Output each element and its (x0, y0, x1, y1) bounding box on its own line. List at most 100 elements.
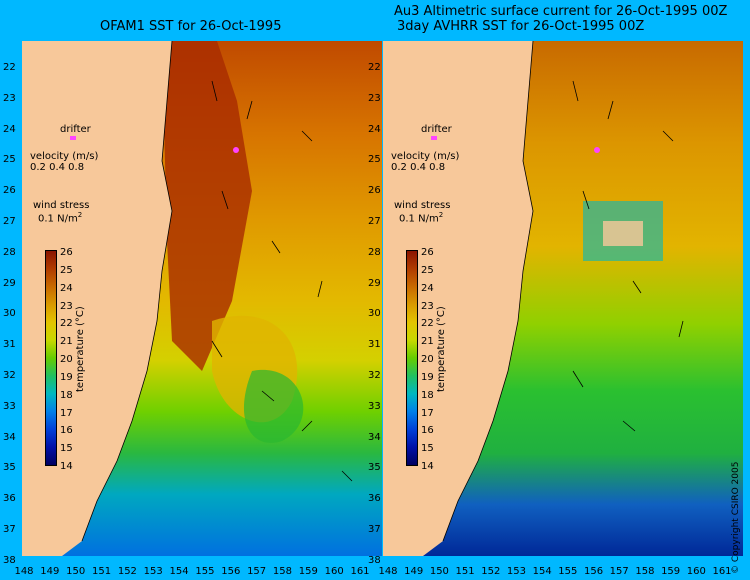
longitude-label: 156 (583, 566, 604, 577)
latitude-label: 38 (3, 554, 16, 566)
colorbar-tick-label: 21 (421, 336, 434, 348)
longitude-label: 155 (195, 566, 215, 577)
right-wind-label: wind stress (394, 200, 451, 211)
colorbar-tick-label: 16 (421, 425, 434, 437)
longitude-label: 153 (506, 566, 526, 577)
longitude-label: 157 (247, 566, 267, 577)
latitude-label: 36 (3, 493, 16, 505)
colorbar-tick-label: 20 (421, 354, 434, 365)
colorbar-tick-label: 25 (60, 264, 73, 276)
left-panel-title: OFAM1 SST for 26-Oct-1995 (100, 19, 282, 34)
colorbar-tick-label: 18 (60, 389, 73, 401)
latitude-label: 25 (368, 154, 381, 166)
longitude-label: 158 (272, 566, 292, 577)
right-colorbar (406, 250, 418, 466)
latitude-label: 22 (3, 62, 16, 73)
longitude-label: 149 (404, 566, 424, 577)
colorbar-tick-label: 14 (60, 461, 73, 472)
longitude-label: 153 (143, 566, 163, 577)
latitude-label: 23 (368, 92, 381, 104)
latitude-label: 24 (368, 123, 381, 135)
copyright-notice: © Copyright CSIRO 2005 (731, 461, 741, 574)
right-avhrr-map (383, 41, 743, 556)
colorbar-tick-label: 26 (421, 247, 434, 258)
longitude-label: 151 (91, 566, 112, 577)
latitude-label: 33 (368, 400, 381, 412)
longitude-label: 155 (558, 566, 578, 577)
right-wind-scale-unit: N/m (418, 213, 439, 225)
right-wind-scale-sup: 2 (438, 211, 444, 219)
latitude-label: 33 (3, 400, 16, 412)
colorbar-tick-label: 19 (421, 371, 434, 383)
colorbar-tick-label: 19 (60, 371, 73, 383)
colorbar-tick-label: 15 (421, 443, 434, 455)
latitude-label: 35 (368, 462, 381, 474)
left-wind-scale-value: 0.1 (38, 213, 54, 225)
colorbar-tick-label: 14 (421, 461, 434, 472)
longitude-label: 148 (14, 566, 34, 577)
latitude-label: 30 (368, 308, 381, 320)
colorbar-tick-label: 17 (421, 407, 434, 419)
right-wind-scale: 0.1 N/m2 (399, 211, 443, 224)
longitude-label: 151 (455, 566, 475, 577)
latitude-label: 26 (3, 185, 16, 197)
latitude-label: 27 (3, 216, 16, 227)
left-colorbar (45, 250, 57, 466)
longitude-label: 157 (609, 566, 629, 577)
latitude-label: 37 (368, 524, 381, 535)
right-sst-field (383, 41, 743, 556)
right-colorbar-label: temperature (°C) (436, 306, 447, 392)
left-wind-label: wind stress (33, 200, 90, 211)
right-wind-scale-value: 0.1 (399, 213, 415, 225)
left-drifter-legend-icon (70, 136, 76, 140)
latitude-label: 31 (3, 339, 16, 351)
colorbar-tick-label: 16 (60, 425, 73, 437)
colorbar-tick-label: 17 (60, 407, 73, 419)
latitude-label: 24 (3, 123, 16, 135)
longitude-label: 156 (221, 566, 241, 577)
colorbar-tick-label: 23 (421, 300, 434, 312)
colorbar-tick-label: 23 (60, 300, 73, 312)
colorbar-tick-label: 22 (60, 318, 73, 330)
latitude-label: 35 (3, 462, 16, 474)
longitude-label: 160 (324, 566, 344, 577)
right-velocity-scale: 0.2 0.4 0.8 (391, 162, 446, 173)
longitude-label: 158 (635, 566, 655, 577)
latitude-label: 38 (368, 554, 381, 566)
colorbar-tick-label: 24 (421, 282, 434, 294)
colorbar-tick-label: 24 (60, 282, 73, 294)
longitude-label: 150 (66, 566, 86, 577)
latitude-label: 23 (3, 92, 16, 104)
right-australia-landmass (383, 41, 533, 556)
left-wind-scale-unit: N/m (57, 213, 78, 225)
latitude-label: 29 (368, 277, 381, 289)
colorbar-tick-label: 18 (421, 389, 434, 401)
colorbar-tick-label: 26 (60, 247, 73, 258)
longitude-label: 154 (532, 566, 552, 577)
colorbar-tick-label: 20 (60, 354, 73, 365)
right-panel-title-line2: 3day AVHRR SST for 26-Oct-1995 00Z (397, 19, 645, 34)
latitude-label: 26 (368, 185, 381, 197)
longitude-label: 154 (169, 566, 189, 577)
right-drifter-marker (594, 147, 600, 153)
latitude-label: 28 (368, 246, 381, 258)
colorbar-tick-label: 25 (421, 264, 434, 276)
latitude-label: 30 (3, 308, 16, 320)
latitude-label: 29 (3, 277, 16, 289)
left-sst-map (22, 41, 382, 556)
right-panel-title-line1: Au3 Altimetric surface current for 26-Oc… (394, 4, 728, 19)
colorbar-tick-label: 15 (60, 443, 73, 455)
left-velocity-scale: 0.2 0.4 0.8 (30, 162, 85, 173)
right-velocity-label: velocity (m/s) (391, 151, 460, 162)
latitude-label: 25 (3, 154, 16, 166)
latitude-label: 34 (368, 431, 381, 443)
longitude-label: 152 (481, 566, 501, 577)
latitude-label: 34 (3, 431, 16, 443)
latitude-label: 31 (368, 339, 381, 351)
left-velocity-label: velocity (m/s) (30, 151, 99, 162)
longitude-label: 160 (686, 566, 706, 577)
longitude-label: 159 (661, 566, 681, 577)
right-drifter-label: drifter (421, 124, 452, 135)
latitude-label: 28 (3, 246, 16, 258)
left-drifter-label: drifter (60, 124, 91, 135)
